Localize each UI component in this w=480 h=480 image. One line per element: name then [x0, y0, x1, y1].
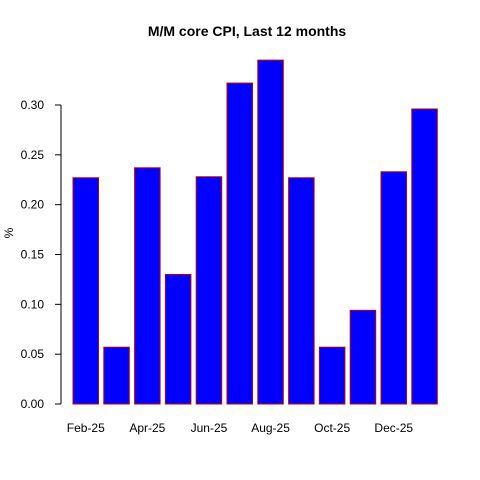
x-tick-label: Oct-25 — [314, 421, 350, 435]
x-axis: Feb-25 Apr-25 Jun-25 Aug-25 Oct-25 Dec-25 — [67, 421, 414, 435]
x-tick-label: Jun-25 — [191, 421, 228, 435]
y-tick-label: 0.05 — [21, 347, 45, 361]
x-tick-label: Feb-25 — [67, 421, 105, 435]
bar — [226, 82, 253, 405]
y-axis-title: % — [2, 227, 16, 238]
bar — [257, 59, 284, 405]
bar — [318, 346, 346, 405]
x-tick-label: Dec-25 — [374, 421, 413, 435]
bar — [134, 167, 161, 405]
y-tick-label: 0.30 — [21, 98, 45, 112]
bar — [288, 177, 315, 405]
x-tick-label: Apr-25 — [129, 421, 165, 435]
bar — [380, 171, 407, 405]
bars — [72, 59, 438, 405]
y-tick-label: 0.20 — [21, 198, 45, 212]
bar — [72, 177, 99, 405]
y-axis: 0.00 0.05 0.10 0.15 0.20 0.25 0.30 — [21, 98, 62, 411]
y-tick-label: 0.15 — [21, 248, 45, 262]
x-tick-label: Aug-25 — [251, 421, 290, 435]
bar — [195, 176, 223, 405]
bar — [411, 108, 438, 405]
bar — [103, 346, 130, 405]
y-tick-label: 0.25 — [21, 148, 45, 162]
bar — [349, 309, 377, 405]
bar — [164, 273, 192, 405]
y-tick-label: 0.10 — [21, 297, 45, 311]
chart-title: M/M core CPI, Last 12 months — [148, 23, 347, 39]
y-tick-label: 0.00 — [21, 397, 45, 411]
